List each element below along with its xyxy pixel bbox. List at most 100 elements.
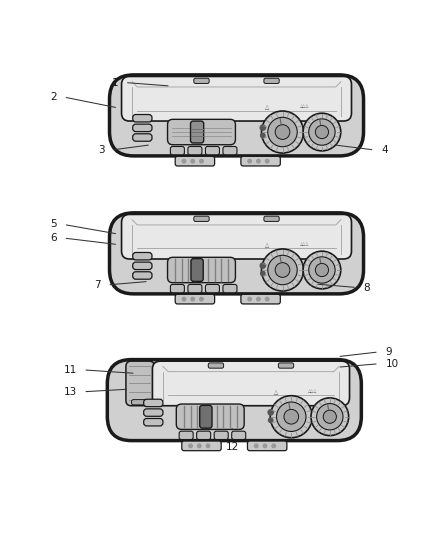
- Circle shape: [263, 444, 267, 448]
- Text: △: △: [265, 242, 269, 247]
- FancyBboxPatch shape: [205, 285, 219, 293]
- Circle shape: [182, 297, 186, 301]
- FancyBboxPatch shape: [279, 363, 293, 368]
- FancyBboxPatch shape: [167, 257, 236, 282]
- FancyBboxPatch shape: [133, 124, 152, 132]
- Circle shape: [189, 444, 192, 448]
- Circle shape: [303, 251, 341, 289]
- Circle shape: [309, 119, 335, 145]
- Circle shape: [206, 444, 210, 448]
- FancyBboxPatch shape: [188, 147, 202, 155]
- Circle shape: [309, 257, 335, 283]
- Text: 3: 3: [99, 145, 105, 155]
- FancyBboxPatch shape: [241, 294, 280, 304]
- Text: 7: 7: [94, 280, 101, 290]
- FancyBboxPatch shape: [175, 156, 215, 166]
- Circle shape: [323, 410, 336, 423]
- Text: 1: 1: [112, 77, 118, 87]
- FancyBboxPatch shape: [179, 431, 193, 440]
- Circle shape: [265, 297, 269, 301]
- FancyBboxPatch shape: [144, 418, 163, 426]
- FancyBboxPatch shape: [241, 156, 280, 166]
- FancyBboxPatch shape: [110, 213, 364, 294]
- Text: 5: 5: [50, 220, 57, 229]
- FancyBboxPatch shape: [247, 441, 287, 451]
- FancyBboxPatch shape: [223, 147, 237, 155]
- FancyBboxPatch shape: [107, 360, 361, 441]
- FancyBboxPatch shape: [176, 404, 244, 430]
- FancyBboxPatch shape: [205, 147, 219, 155]
- Circle shape: [275, 125, 290, 140]
- FancyBboxPatch shape: [194, 78, 209, 84]
- Circle shape: [317, 403, 343, 430]
- Text: 12: 12: [226, 442, 239, 451]
- Circle shape: [191, 297, 194, 301]
- Circle shape: [260, 263, 265, 268]
- Text: △△△: △△△: [300, 104, 309, 109]
- Circle shape: [198, 444, 201, 448]
- FancyBboxPatch shape: [182, 441, 221, 451]
- Circle shape: [200, 159, 203, 163]
- Text: 10: 10: [385, 359, 399, 369]
- Circle shape: [261, 271, 265, 276]
- Circle shape: [284, 409, 299, 424]
- Text: 11: 11: [64, 365, 77, 375]
- FancyBboxPatch shape: [208, 363, 224, 368]
- FancyBboxPatch shape: [264, 216, 279, 221]
- FancyBboxPatch shape: [191, 121, 204, 143]
- Circle shape: [270, 395, 312, 438]
- Circle shape: [268, 418, 273, 423]
- FancyBboxPatch shape: [170, 285, 184, 293]
- FancyBboxPatch shape: [122, 76, 351, 121]
- Text: △: △: [274, 389, 278, 394]
- FancyBboxPatch shape: [122, 214, 351, 259]
- FancyBboxPatch shape: [152, 361, 350, 406]
- FancyBboxPatch shape: [133, 134, 152, 141]
- FancyBboxPatch shape: [144, 399, 163, 407]
- Circle shape: [311, 398, 349, 435]
- FancyBboxPatch shape: [223, 285, 237, 293]
- FancyBboxPatch shape: [188, 285, 202, 293]
- Circle shape: [303, 113, 341, 151]
- Circle shape: [260, 125, 265, 130]
- FancyBboxPatch shape: [175, 294, 215, 304]
- Circle shape: [265, 159, 269, 163]
- Circle shape: [268, 255, 297, 285]
- FancyBboxPatch shape: [170, 147, 184, 155]
- FancyBboxPatch shape: [264, 78, 279, 84]
- FancyBboxPatch shape: [110, 75, 364, 156]
- Circle shape: [315, 263, 328, 277]
- Text: 4: 4: [381, 145, 388, 155]
- Text: 9: 9: [385, 347, 392, 357]
- FancyBboxPatch shape: [197, 431, 211, 440]
- FancyBboxPatch shape: [194, 216, 209, 221]
- Circle shape: [182, 159, 186, 163]
- Text: 13: 13: [64, 387, 77, 397]
- FancyBboxPatch shape: [214, 431, 228, 440]
- FancyBboxPatch shape: [133, 115, 152, 122]
- Text: △△△: △△△: [307, 389, 317, 393]
- FancyBboxPatch shape: [126, 361, 155, 406]
- Circle shape: [261, 111, 304, 153]
- FancyBboxPatch shape: [232, 431, 246, 440]
- Text: △: △: [265, 104, 269, 109]
- Circle shape: [272, 444, 276, 448]
- Circle shape: [257, 297, 260, 301]
- Circle shape: [276, 402, 306, 431]
- Text: 6: 6: [50, 233, 57, 243]
- Circle shape: [191, 159, 194, 163]
- Text: △△△: △△△: [300, 243, 309, 247]
- Circle shape: [254, 444, 258, 448]
- FancyBboxPatch shape: [133, 262, 152, 270]
- Circle shape: [248, 159, 251, 163]
- Circle shape: [200, 297, 203, 301]
- FancyBboxPatch shape: [133, 272, 152, 279]
- Circle shape: [257, 159, 260, 163]
- FancyBboxPatch shape: [191, 259, 203, 281]
- Circle shape: [268, 410, 273, 415]
- Circle shape: [275, 263, 290, 277]
- Circle shape: [248, 297, 251, 301]
- FancyBboxPatch shape: [200, 405, 212, 428]
- FancyBboxPatch shape: [133, 253, 152, 260]
- FancyBboxPatch shape: [132, 400, 149, 405]
